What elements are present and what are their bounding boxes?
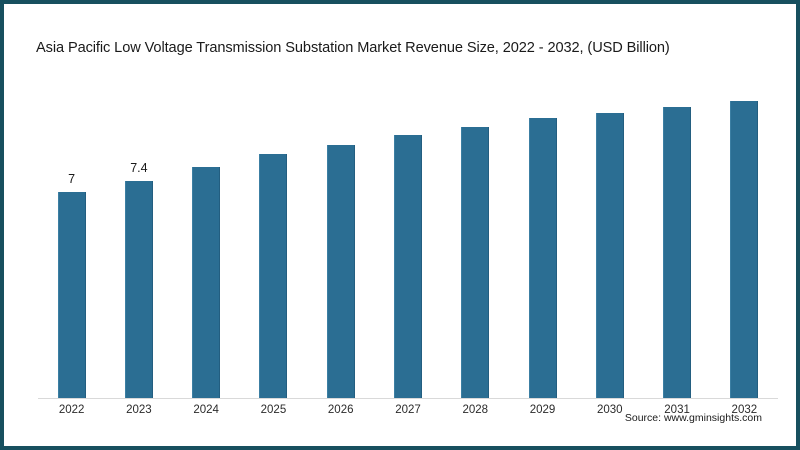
bar-group [307,86,374,399]
bar[interactable] [393,134,422,399]
bar-group: 7.4 [105,86,172,399]
bar-group [173,86,240,399]
bar[interactable] [730,100,759,399]
x-axis-tick-label: 2027 [395,404,421,416]
bar-group [240,86,307,399]
x-axis-tick-label: 2026 [327,404,354,416]
bar-group [711,86,778,399]
x-axis-tick-label: 2032 [731,404,758,416]
bar[interactable] [259,153,288,399]
plot-area: 7 7.4 [38,86,778,399]
bar[interactable] [663,106,692,399]
bar[interactable] [192,167,221,399]
bar-group [509,86,576,399]
x-axis-tick-label: 2022 [58,404,85,416]
figure-inner-frame: Asia Pacific Low Voltage Transmission Su… [7,7,793,443]
page-title: Asia Pacific Low Voltage Transmission Su… [36,40,670,56]
source-attribution: Source: www.gminsights.com [624,412,762,424]
bar[interactable] [57,192,86,399]
bar[interactable] [528,118,557,399]
bar-group [374,86,441,399]
bar-value-label: 7.4 [130,160,148,175]
x-axis-tick-label: 2025 [260,404,287,416]
x-axis-tick-label: 2030 [597,404,623,416]
bar-value-label: 7 [68,172,76,187]
bar-group [442,86,509,399]
x-axis-line [38,398,778,399]
bar[interactable] [595,112,624,399]
x-axis-tick-label: 2029 [529,404,556,416]
bar[interactable] [461,127,490,399]
bar[interactable] [326,145,355,399]
bar-group [643,86,710,399]
bar[interactable] [124,180,153,399]
x-axis-tick-label: 2031 [664,404,690,416]
x-axis-tick-label: 2023 [126,404,152,416]
x-axis-tick-label: 2028 [462,404,489,416]
x-axis-tick-label: 2024 [193,404,219,416]
bar-group [576,86,643,399]
bar-group: 7 [38,86,105,399]
